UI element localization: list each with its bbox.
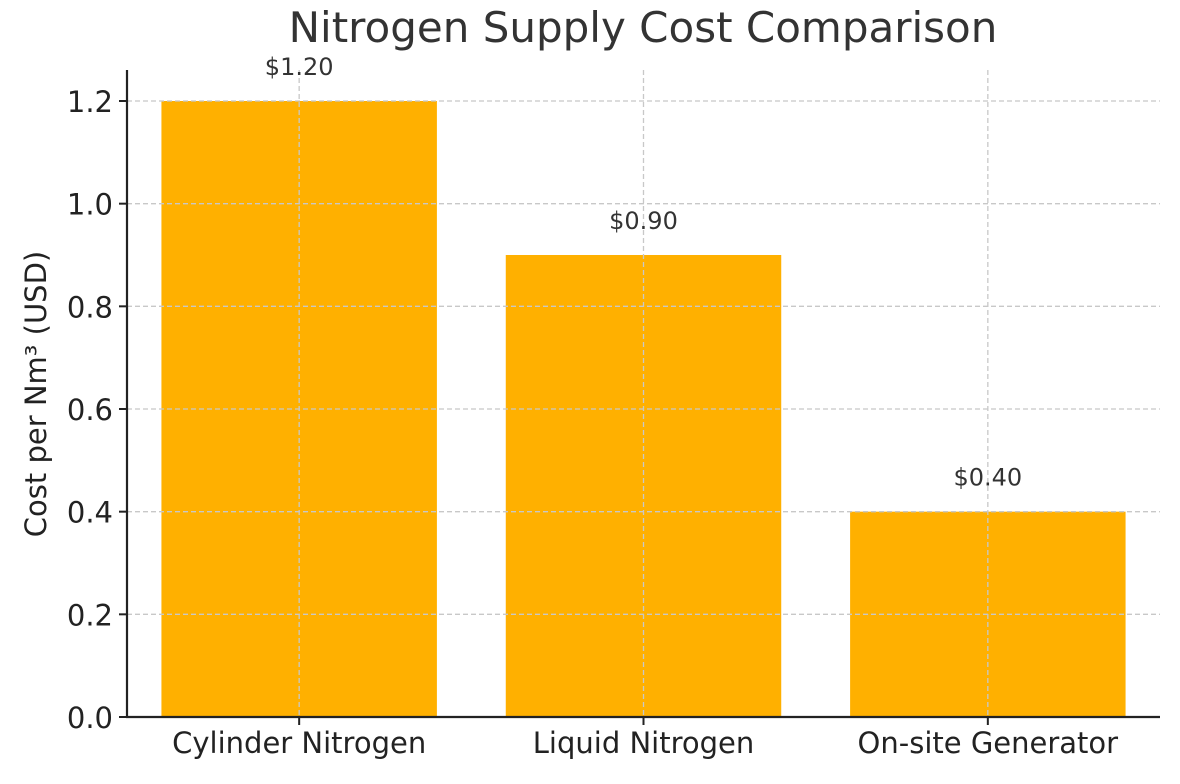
x-tick-label: Cylinder Nitrogen <box>172 726 426 760</box>
x-tick-label: On-site Generator <box>858 726 1119 760</box>
x-tick-label: Liquid Nitrogen <box>533 726 754 760</box>
data-label: $0.40 <box>953 464 1022 492</box>
y-tick-label: 0.4 <box>67 496 113 530</box>
y-axis-label: Cost per Nm³ (USD) <box>19 251 53 537</box>
data-label: $0.90 <box>609 207 678 235</box>
data-label: $1.20 <box>265 53 334 81</box>
y-tick-label: 1.0 <box>67 188 113 222</box>
y-tick-label: 0.0 <box>67 701 113 735</box>
y-tick-label: 0.2 <box>67 598 113 632</box>
y-tick-label: 0.8 <box>67 290 113 324</box>
y-tick-label: 1.2 <box>67 85 113 119</box>
chart-title: Nitrogen Supply Cost Comparison <box>289 3 998 52</box>
y-tick-label: 0.6 <box>67 393 113 427</box>
